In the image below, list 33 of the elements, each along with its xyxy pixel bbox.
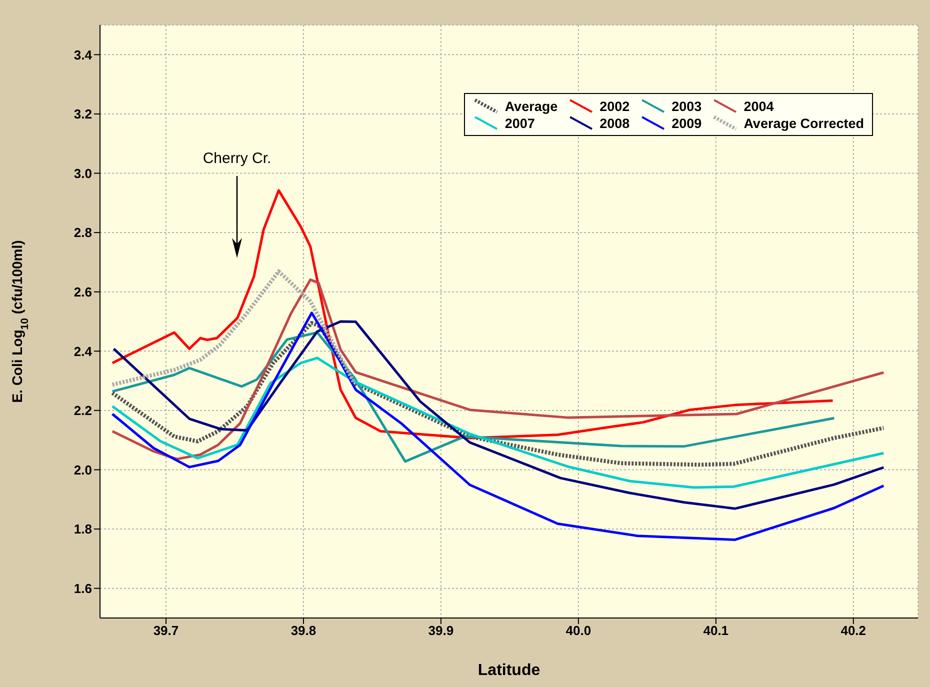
y-tick-label: 2.4 xyxy=(74,344,93,359)
x-tick-label: 40.2 xyxy=(840,623,866,638)
y-tick-label: 2.0 xyxy=(74,462,92,478)
x-tick-label: 40.1 xyxy=(703,623,729,638)
legend-label: 2004 xyxy=(744,98,774,114)
legend-label: 2003 xyxy=(672,98,702,114)
x-tick-label: 39.9 xyxy=(428,623,454,638)
y-tick-label: 1.6 xyxy=(74,580,92,596)
y-tick-label: 3.0 xyxy=(74,166,92,181)
line-series xyxy=(111,312,885,541)
y-tick-label: 2.8 xyxy=(74,225,92,240)
annotation: Cherry Cr. xyxy=(202,150,272,167)
line-series xyxy=(111,356,885,489)
y-tick-label: 2.2 xyxy=(74,403,92,418)
x-tick-label: 39.8 xyxy=(290,623,316,638)
y-tick-label: 3.2 xyxy=(74,106,92,122)
legend-label: Average xyxy=(504,98,558,114)
x-tick-label: 39.7 xyxy=(153,623,179,638)
y-tick-label: 3.4 xyxy=(74,47,93,62)
x-tick-label: 40.0 xyxy=(566,623,592,638)
line-series xyxy=(110,320,886,467)
y-tick-label: 1.8 xyxy=(74,522,92,537)
line-series xyxy=(111,278,885,460)
y-tick-label: 2.6 xyxy=(74,284,92,300)
x-axis-title: Latitude xyxy=(478,662,540,679)
line-series xyxy=(111,331,836,463)
line-series xyxy=(111,189,834,440)
legend-label: 2008 xyxy=(600,116,630,130)
legend-label: 2007 xyxy=(504,116,535,130)
line-series xyxy=(112,320,885,510)
legend-label: 2009 xyxy=(672,116,702,130)
legend-label: Average Corrected xyxy=(744,116,864,130)
legend-label: 2002 xyxy=(600,98,630,114)
